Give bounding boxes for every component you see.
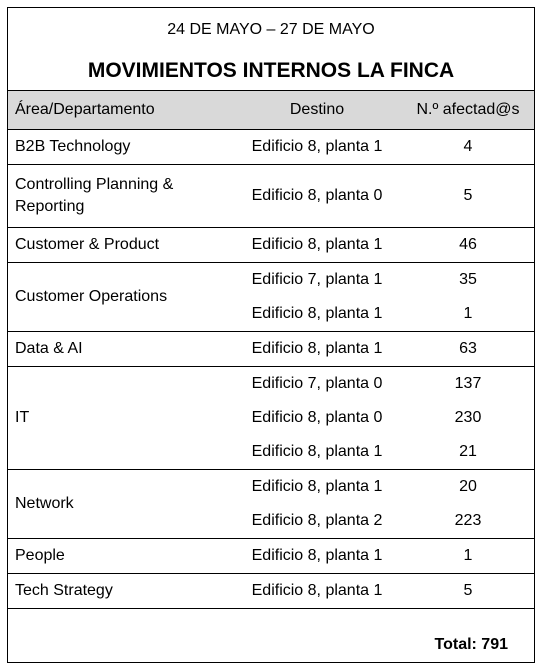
destino-cell: Edificio 8, planta 0 [251,409,383,426]
table-row: Edificio 8, planta 1 1 [8,297,534,332]
table-row: Customer & Product Edificio 8, planta 1 … [8,227,534,263]
area-cell: IT [8,366,232,470]
destino-cell: Edificio 8, planta 0 [232,164,402,228]
table-row: Data & AI Edificio 8, planta 1 63 [8,331,534,367]
date-range: 24 DE MAYO – 27 DE MAYO [167,21,375,38]
destino-cell: Edificio 8, planta 1 [232,573,402,609]
destino-cell: Edificio 8, planta 2 [232,504,402,539]
table-row: Edificio 8, planta 2 223 [8,504,534,539]
destino-cell: Edificio 8, planta 1 [232,331,402,367]
column-header-area: Área/Departamento [8,90,232,130]
area-cell: Network [8,469,232,539]
destino-cell: Edificio 8, planta 1 [232,129,402,165]
destino-cell: Edificio 7, planta 1 [251,271,383,288]
area-cell: Customer Operations [8,262,232,332]
area-cell: Tech Strategy [8,573,232,609]
total-label: Total: 791 [434,636,509,653]
afectados-cell: 4 [402,129,534,165]
table-row: Edificio 8, planta 1 21 [8,435,534,470]
destino-cell: Edificio 8, planta 1 [251,478,383,495]
afectados-cell: 5 [402,573,534,609]
afectados-cell: 35 [459,271,477,288]
afectados-cell: 5 [402,164,534,228]
document-sheet: 24 DE MAYO – 27 DE MAYO MOVIMIENTOS INTE… [7,7,535,663]
destino-cell: Edificio 8, planta 1 [232,538,402,574]
afectados-cell: 137 [454,375,482,392]
destino-cell: Edificio 8, planta 1 [232,297,402,332]
area-cell: Controlling Planning & Reporting [8,164,232,228]
table-row: Edificio 8, planta 0 230 [8,401,534,435]
afectados-cell: 20 [459,478,477,495]
column-header-afectados: N.º afectad@s [402,90,534,130]
afectados-cell: 230 [454,409,482,426]
movements-table: Área/Departamento Destino N.º afectad@s … [8,90,534,609]
table-row: Customer Operations Edificio 7, planta 1… [8,262,534,332]
page-title: MOVIMIENTOS INTERNOS LA FINCA [87,59,455,82]
area-cell: B2B Technology [8,129,232,165]
destino-cell: Edificio 8, planta 1 [232,227,402,263]
destino-cell: Edificio 8, planta 1 [232,435,402,470]
area-cell: People [8,538,232,574]
afectados-cell: 1 [402,297,534,332]
afectados-cell: 21 [402,435,534,470]
destino-cell: Edificio 7, planta 0 [251,375,383,392]
table-row: B2B Technology Edificio 8, planta 1 4 [8,129,534,165]
table-row: Network Edificio 8, planta 1 20 [8,469,534,539]
afectados-cell: 63 [402,331,534,367]
table-row: People Edificio 8, planta 1 1 [8,538,534,574]
table-row: Controlling Planning & Reporting Edifici… [8,164,534,228]
table-row: Tech Strategy Edificio 8, planta 1 5 [8,573,534,609]
table-row: IT Edificio 7, planta 0 137 [8,366,534,470]
afectados-cell: 223 [402,504,534,539]
afectados-cell: 1 [402,538,534,574]
area-cell: Customer & Product [8,227,232,263]
area-cell: Data & AI [8,331,232,367]
table-header-row: Área/Departamento Destino N.º afectad@s [8,90,534,130]
afectados-cell: 46 [402,227,534,263]
column-header-destino: Destino [232,90,402,130]
